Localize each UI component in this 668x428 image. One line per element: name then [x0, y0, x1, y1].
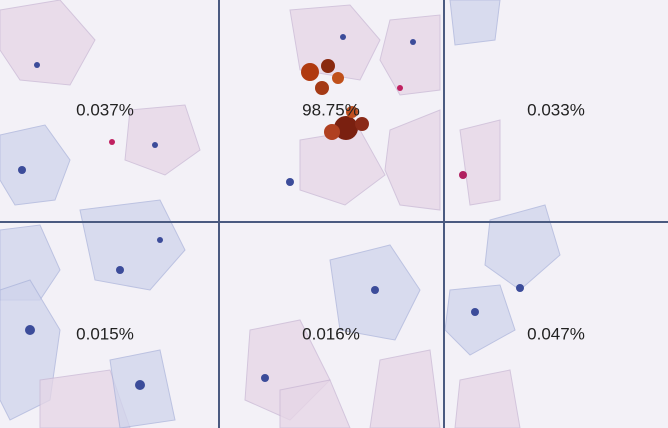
nucleus [516, 284, 524, 292]
nucleus [471, 308, 479, 316]
stained-cell [109, 139, 115, 145]
cell [384, 109, 441, 211]
tile-label: 0.016% [302, 324, 360, 343]
cell [0, 0, 96, 86]
stained-cell [355, 117, 369, 131]
nucleus [340, 34, 346, 40]
stained-cell [346, 106, 358, 118]
tile-label: 0.015% [76, 324, 134, 343]
cell [0, 224, 61, 301]
nucleus [25, 325, 35, 335]
tile-label: 0.037% [76, 100, 134, 119]
cell [124, 104, 201, 176]
nucleus [261, 374, 269, 382]
nucleus [152, 142, 158, 148]
cell [484, 204, 561, 291]
nucleus [410, 39, 416, 45]
cell [459, 119, 501, 206]
stained-cell [332, 72, 344, 84]
stained-cluster [109, 59, 467, 179]
tile-label: 0.033% [527, 100, 585, 119]
cell [369, 349, 441, 428]
nucleus [135, 380, 145, 390]
stained-cell [324, 124, 340, 140]
stained-cell [321, 59, 335, 73]
stained-cell [459, 171, 467, 179]
cell [0, 124, 71, 206]
cell [449, 0, 501, 46]
nucleus [116, 266, 124, 274]
stained-cell [334, 116, 358, 140]
cells [0, 0, 561, 428]
stained-cell [397, 85, 403, 91]
stained-cell [301, 63, 319, 81]
tile-labels: 0.037% 98.75% 0.033% 0.015% 0.016% 0.047… [76, 100, 585, 343]
nucleus [286, 178, 294, 186]
tile-label: 0.047% [527, 324, 585, 343]
cell [454, 369, 521, 428]
cell [39, 369, 131, 428]
nucleus [34, 62, 40, 68]
nucleus [18, 166, 26, 174]
nucleus [157, 237, 163, 243]
nuclei [18, 34, 524, 390]
cell [379, 14, 441, 96]
stained-cell [315, 81, 329, 95]
cell [444, 284, 516, 356]
cell [279, 379, 351, 428]
cell [289, 4, 381, 81]
tile-label: 98.75% [302, 100, 360, 119]
nucleus [371, 286, 379, 294]
